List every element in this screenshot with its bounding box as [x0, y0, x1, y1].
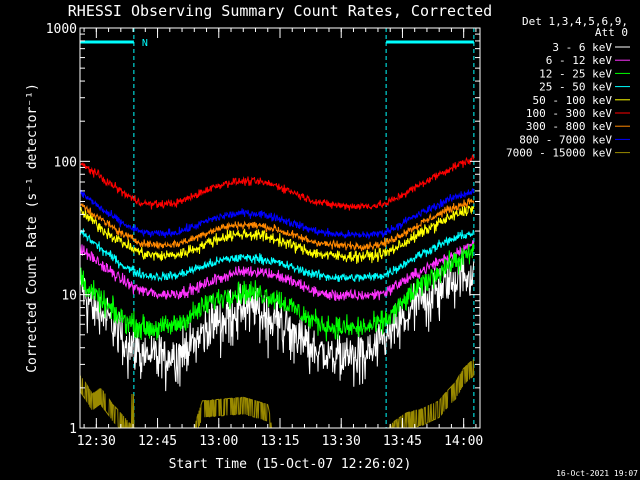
legend-label: 6 - 12 keV — [546, 54, 613, 67]
series-line-7 — [79, 197, 475, 252]
legend-label: 3 - 6 keV — [552, 41, 612, 54]
legend-label: 12 - 25 keV — [539, 67, 612, 80]
y-axis-label: Corrected Count Rate (s⁻¹ detector⁻¹) — [25, 83, 40, 373]
series-line-1 — [79, 256, 475, 392]
series-line-8 — [79, 187, 475, 240]
y-tick-label: 10 — [61, 289, 77, 304]
legend-label: 800 - 7000 keV — [519, 133, 612, 146]
x-tick-label: 13:00 — [199, 434, 238, 449]
series-line-6 — [80, 154, 475, 211]
plot-area: N — [79, 28, 475, 429]
y-tick-label: 1000 — [46, 22, 77, 37]
series-line-3 — [79, 243, 475, 342]
chart-title: RHESSI Observing Summary Count Rates, Co… — [68, 2, 492, 20]
legend-header: Det 1,3,4,5,6,9, — [522, 15, 628, 28]
y-tick-label: 100 — [54, 155, 77, 170]
x-tick-label: 14:00 — [444, 434, 483, 449]
series-line-2 — [79, 240, 475, 301]
x-tick-label: 13:15 — [260, 434, 299, 449]
axes: 1 10 100 1000 12:30 12:45 13:00 13:15 13:30 13:45… — [46, 22, 484, 449]
series-line-5 — [79, 205, 475, 264]
series-line-4 — [79, 228, 475, 282]
timestamp: 16-Oct-2021 19:07 — [556, 469, 638, 478]
legend-label: 50 - 100 keV — [533, 94, 613, 107]
x-tick-label: 12:45 — [138, 434, 177, 449]
legend-header: Att 0 — [595, 26, 628, 39]
legend-label: 100 - 300 keV — [526, 107, 612, 120]
x-tick-label: 13:45 — [383, 434, 422, 449]
x-tick-label: 13:30 — [322, 434, 361, 449]
legend-label: 300 - 800 keV — [526, 120, 612, 133]
x-tick-label: 12:30 — [77, 434, 116, 449]
legend-label: 7000 - 15000 keV — [506, 147, 612, 160]
y-tick-label: 1 — [69, 422, 77, 437]
night-marker-label: N — [142, 38, 148, 49]
x-axis-label: Start Time (15-Oct-07 12:26:02) — [169, 457, 412, 472]
legend-label: 25 - 50 keV — [539, 81, 612, 94]
